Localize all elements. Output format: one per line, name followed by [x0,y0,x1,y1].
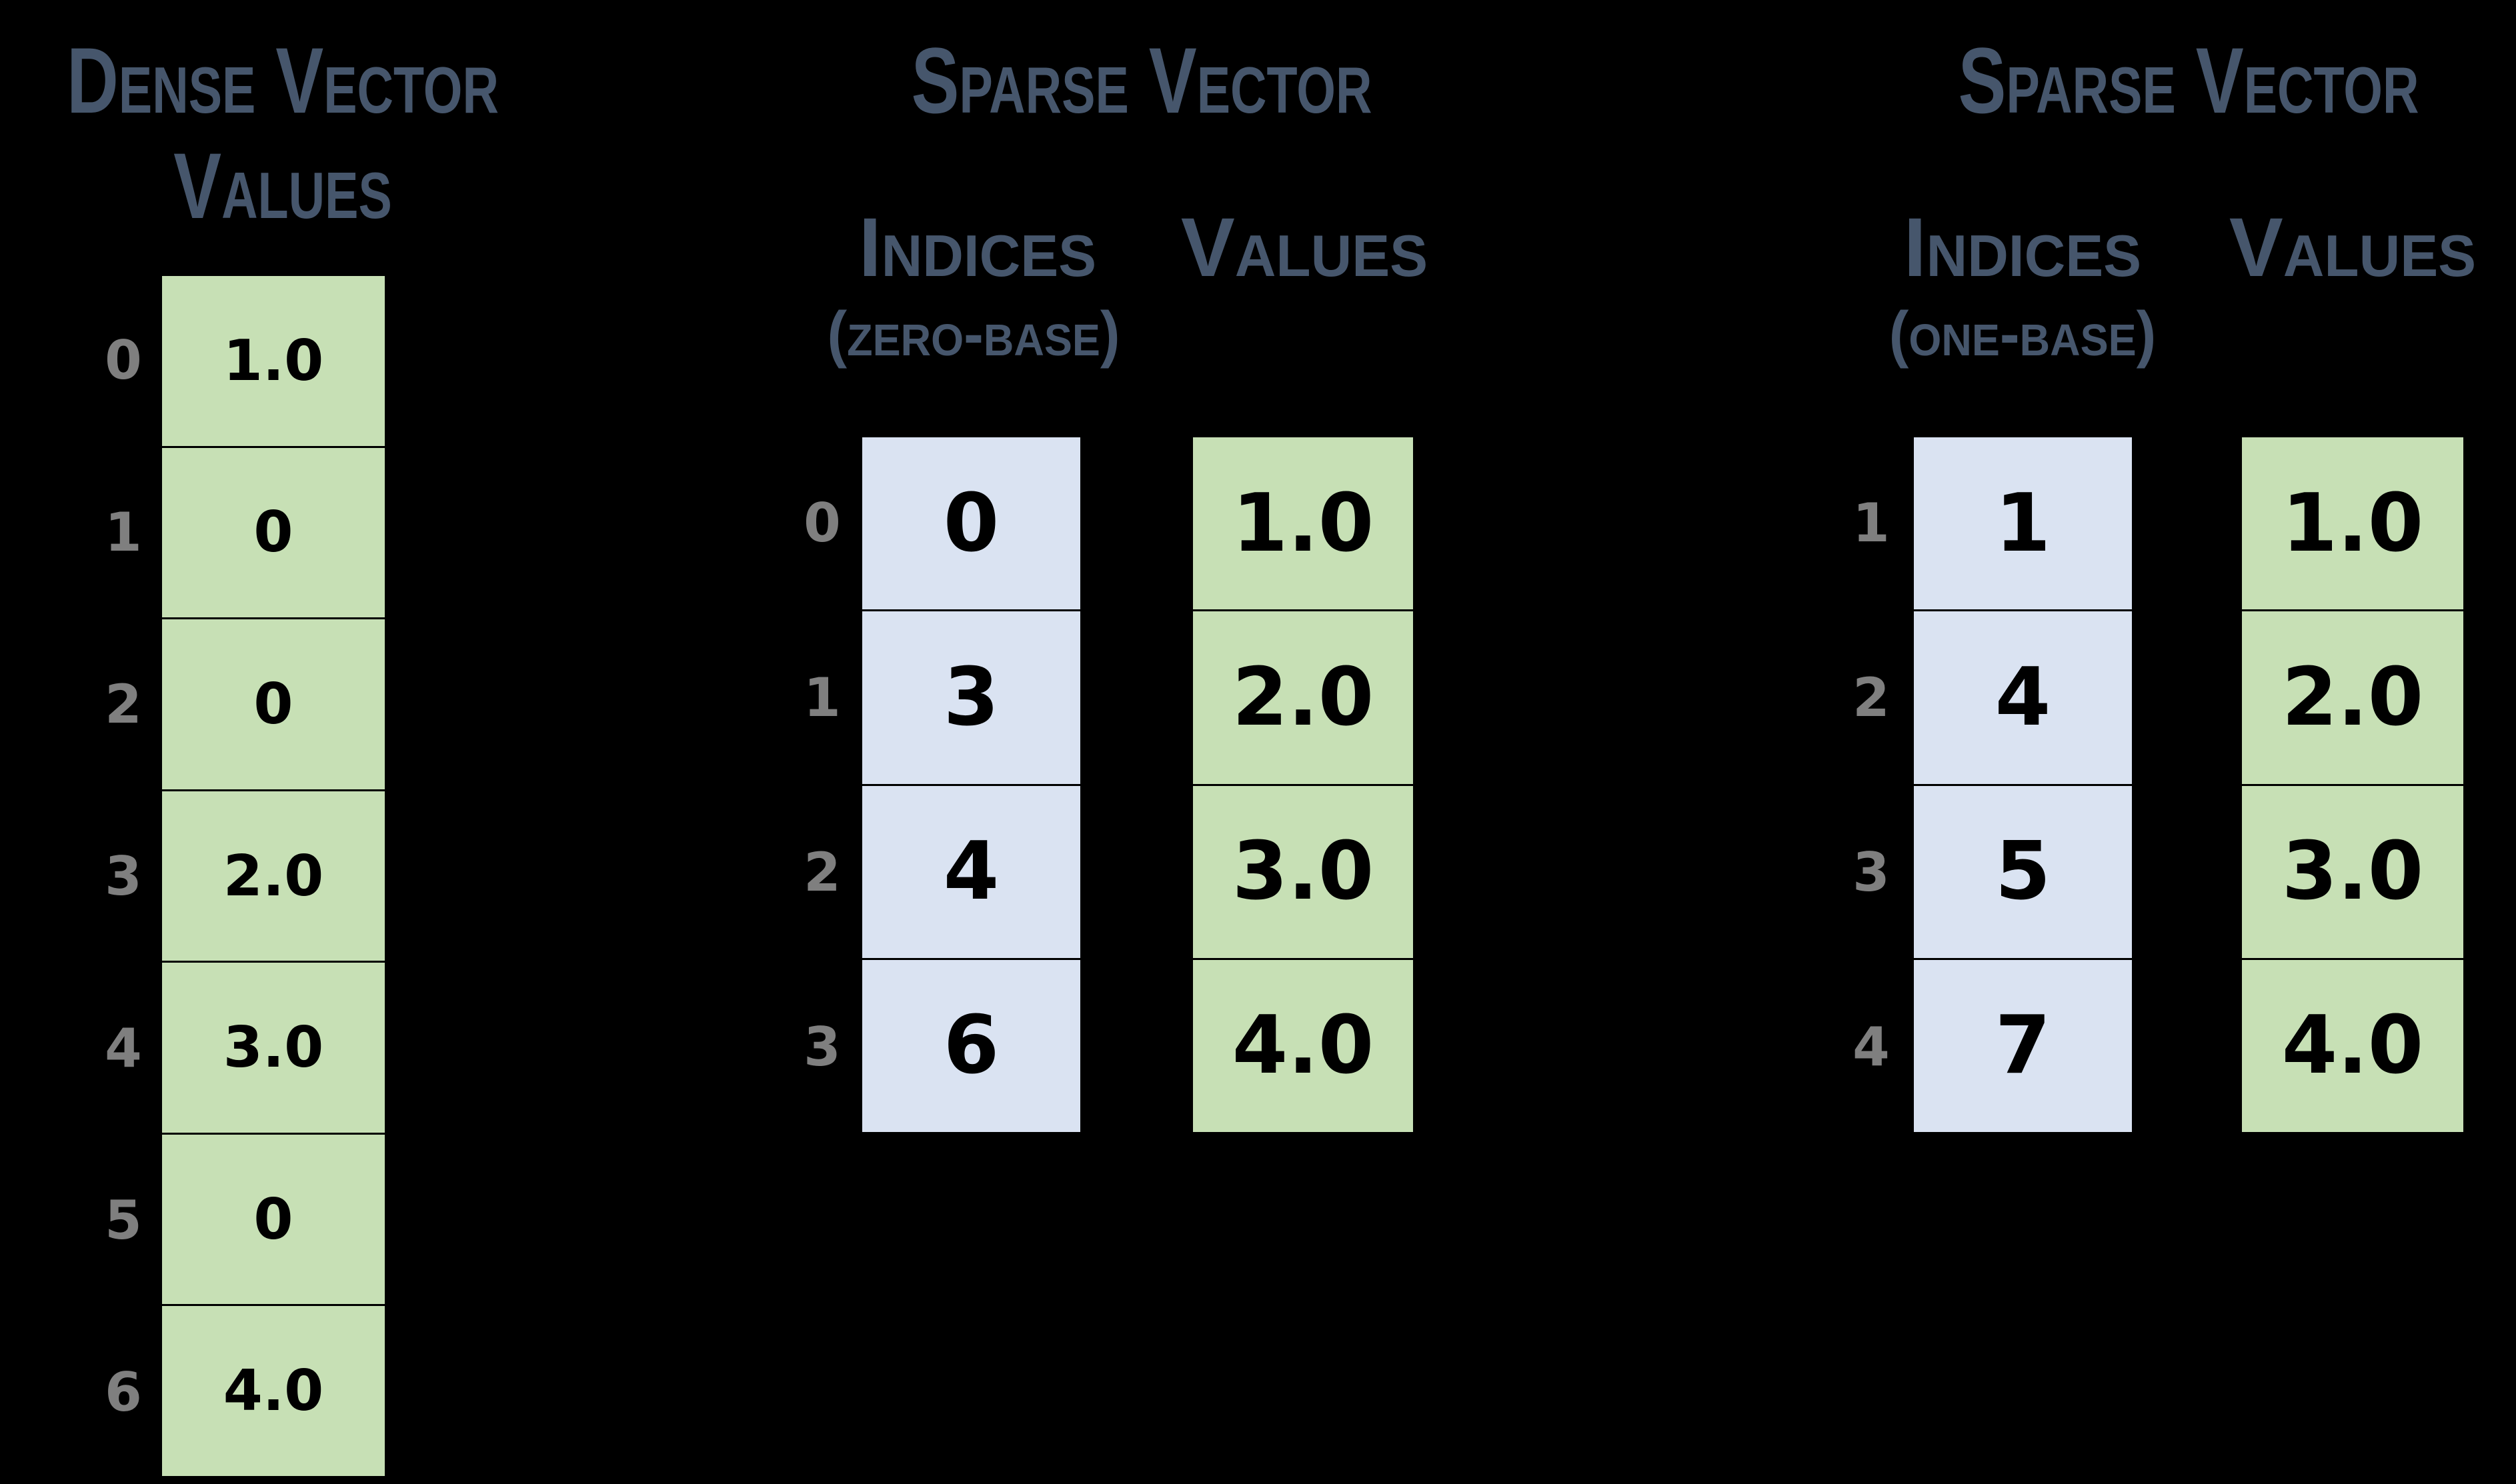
dense-value-cell: 3.0 [162,963,385,1135]
sparse-one-base-indices-header: Indices [1903,201,2142,294]
dense-index-labels: 0 1 2 3 4 5 6 [90,274,157,1478]
sparse-value-cell: 4.0 [1232,999,1374,1093]
sparse-index-cell: 1 [1914,437,2132,612]
sparse-value-cell: 1.0 [2242,437,2463,612]
sparse-row-label: 3 [804,1015,841,1078]
sparse-row-label: 1 [1852,491,1890,554]
sparse-value-cell: 3.0 [1193,786,1413,960]
dense-value-cell: 2.0 [162,791,385,963]
sparse-index-cell: 4 [862,786,1080,960]
sparse-value-cell: 4.0 [2281,999,2424,1093]
sparse-value-cell: 2.0 [2242,611,2463,786]
dense-value-cell: 0 [162,619,385,791]
dense-value-cell: 0 [162,1135,385,1307]
dense-vector-title-line2: Values [173,133,392,239]
dense-vector-title: Dense Vector Values [67,28,499,239]
sparse-index-cell: 0 [862,437,1080,612]
sparse-zero-base-row-labels: 0 1 2 3 [789,435,856,1134]
dense-index-label: 3 [105,845,142,907]
sparse-row-label: 1 [804,666,841,729]
sparse-index-cell: 4 [1914,611,2132,786]
sparse-zero-base-indices-column: 0 3 4 6 [860,435,1082,1134]
sparse-row-label: 2 [1852,666,1890,729]
dense-value-cell: 4.0 [223,1358,324,1425]
sparse-row-label: 0 [804,491,841,554]
sparse-one-base-title: Sparse Vector [1958,28,2419,133]
sparse-value-cell: 1.0 [1193,437,1413,612]
sparse-one-base-row-labels: 1 2 3 4 [1838,435,1905,1134]
dense-values-column: 1.0 0 0 2.0 3.0 0 4.0 [160,274,387,1478]
sparse-one-base-indices-column: 1 4 5 7 [1912,435,2134,1134]
sparse-zero-base-values-header: Values [1180,201,1428,294]
dense-index-label: 4 [105,1017,142,1079]
sparse-row-label: 4 [1852,1015,1890,1078]
sparse-zero-base-values-column: 1.0 2.0 3.0 4.0 [1191,435,1415,1134]
sparse-index-cell: 7 [1995,999,2051,1093]
sparse-index-cell: 5 [1914,786,2132,960]
sparse-one-base-indices-subheader: (one-base) [1889,299,2157,369]
sparse-row-label: 2 [804,841,841,903]
dense-value-cell: 0 [162,448,385,620]
sparse-value-cell: 3.0 [2242,786,2463,960]
dense-index-label: 1 [105,501,142,563]
sparse-zero-base-indices-subheader: (zero-base) [827,299,1120,369]
dense-index-label: 6 [105,1361,142,1423]
sparse-zero-base-indices-header: Indices [858,201,1097,294]
sparse-zero-base-title: Sparse Vector [911,28,1372,133]
dense-index-label: 2 [105,673,142,735]
dense-index-label: 0 [105,329,142,391]
sparse-one-base-values-header: Values [2229,201,2477,294]
dense-vector-title-line1: Dense Vector [67,28,499,133]
sparse-value-cell: 2.0 [1193,611,1413,786]
sparse-index-cell: 3 [862,611,1080,786]
dense-value-cell: 1.0 [162,276,385,448]
sparse-one-base-values-column: 1.0 2.0 3.0 4.0 [2240,435,2465,1134]
sparse-row-label: 3 [1852,841,1890,903]
sparse-index-cell: 6 [943,999,1000,1093]
dense-index-label: 5 [105,1189,142,1251]
